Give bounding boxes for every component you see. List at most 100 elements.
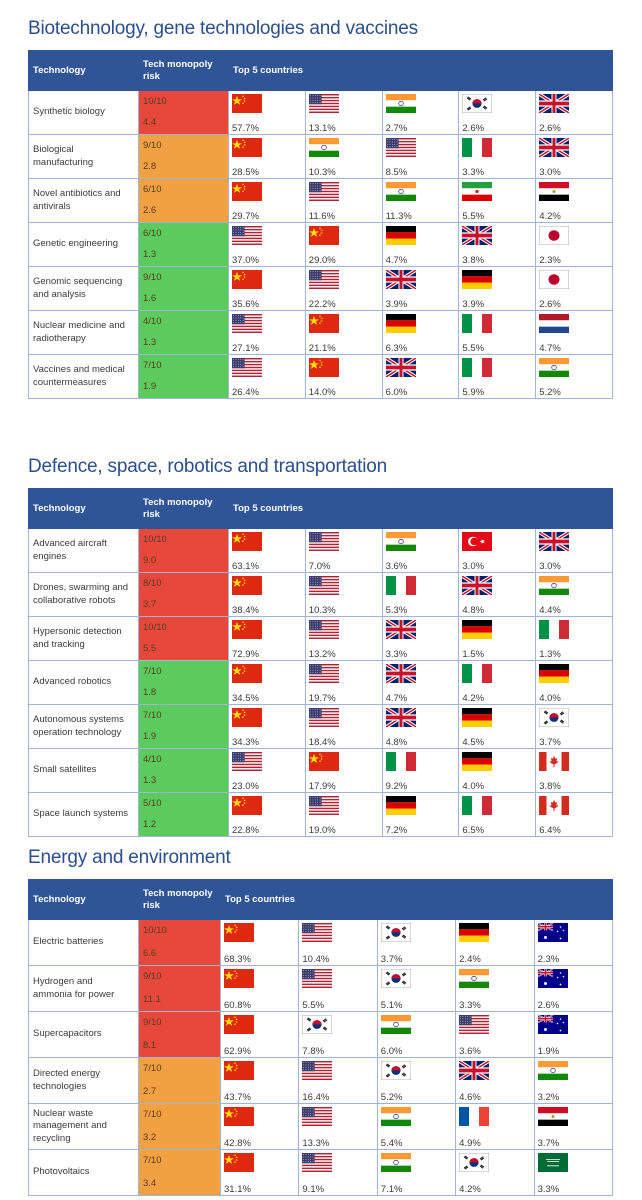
country-share: 10.3%	[308, 167, 336, 178]
country-share: 5.1%	[380, 1000, 403, 1011]
country-cell: 3.9%	[458, 266, 537, 311]
country-cell: 18.4%	[304, 704, 383, 749]
country-cell: 4.5%	[458, 704, 537, 749]
country-cell: 9.1%	[298, 1149, 378, 1196]
risk-value: 2.7	[143, 1086, 157, 1097]
country-share: 3.7%	[539, 737, 561, 748]
china-flag-icon	[232, 532, 262, 551]
italy-flag-icon	[462, 358, 493, 377]
country-share: 19.7%	[308, 693, 336, 704]
country-share: 3.7%	[380, 954, 403, 965]
india-flag-icon	[380, 1107, 411, 1126]
monopoly-risk-cell: 10/10 9.0	[138, 528, 229, 573]
country-share: 13.2%	[308, 649, 336, 660]
monopoly-risk-cell: 7/10 2.7	[138, 1057, 221, 1104]
country-cell: 3.2%	[533, 1057, 614, 1104]
country-share: 1.9%	[537, 1046, 560, 1057]
table-row: Drones, swarming and collaborative robot…	[28, 572, 613, 617]
country-share: 5.2%	[380, 1092, 403, 1103]
country-cell: 29.0%	[304, 222, 383, 267]
country-cell: 43.7%	[219, 1057, 300, 1104]
usa-flag-icon	[308, 664, 339, 683]
usa-flag-icon	[308, 708, 339, 727]
country-cell: 3.6%	[381, 528, 460, 573]
china-flag-icon	[232, 620, 262, 639]
country-share: 23.0%	[232, 781, 259, 792]
india-flag-icon	[308, 138, 339, 157]
country-share: 4.8%	[385, 737, 408, 748]
china-flag-icon	[232, 138, 262, 157]
country-cell: 3.3%	[533, 1149, 614, 1196]
country-cell: 10.3%	[304, 572, 383, 617]
country-share: 35.6%	[232, 299, 259, 310]
country-cell: 4.2%	[455, 1149, 535, 1196]
risk-score: 4/10	[143, 316, 162, 327]
south-korea-flag-icon	[380, 923, 411, 942]
country-cell: 72.9%	[228, 616, 306, 661]
country-cell: 1.5%	[458, 616, 537, 661]
monopoly-risk-cell: 6/10 1.3	[138, 222, 229, 267]
country-cell: 3.0%	[458, 528, 537, 573]
risk-value: 1.9	[143, 381, 157, 392]
monopoly-risk-cell: 8/10 3.7	[138, 572, 229, 617]
country-cell: 28.5%	[228, 134, 306, 179]
country-share: 37.0%	[232, 255, 259, 266]
country-cell: 3.7%	[535, 704, 613, 749]
country-cell: 3.9%	[381, 266, 460, 311]
country-cell: 68.3%	[219, 919, 300, 966]
china-flag-icon	[232, 182, 262, 201]
south-korea-flag-icon	[380, 1061, 411, 1080]
country-share: 6.3%	[385, 343, 408, 354]
country-share: 31.1%	[224, 1184, 251, 1195]
country-share: 38.4%	[232, 605, 259, 616]
country-share: 5.5%	[462, 343, 485, 354]
japan-flag-icon	[539, 226, 570, 245]
china-flag-icon	[232, 708, 262, 727]
table-row: Advanced aircraft engines 10/10 9.0 63.1% 7.…	[28, 528, 613, 573]
china-flag-icon	[224, 923, 254, 942]
country-cell: 4.8%	[458, 572, 537, 617]
usa-flag-icon	[232, 358, 262, 377]
country-cell: 3.7%	[376, 919, 457, 966]
china-flag-icon	[232, 576, 262, 595]
table-row: Hypersonic detection and tracking 10/10 5.…	[28, 616, 613, 661]
usa-flag-icon	[308, 576, 339, 595]
country-share: 34.3%	[232, 737, 259, 748]
risk-value: 1.9	[143, 731, 157, 742]
country-cell: 3.0%	[535, 134, 613, 179]
country-cell: 13.2%	[304, 616, 383, 661]
germany-flag-icon	[462, 270, 493, 289]
usa-flag-icon	[232, 226, 262, 245]
monopoly-risk-cell: 7/10 1.8	[138, 660, 229, 705]
country-share: 1.3%	[539, 649, 561, 660]
header-top-5-countries: Top 5 countries	[228, 488, 613, 529]
risk-value: 6.6	[143, 948, 157, 959]
country-share: 4.8%	[462, 605, 485, 616]
technology-table: Technology Tech monopoly risk Top 5 countr…	[28, 879, 614, 1196]
risk-score: 7/10	[143, 1155, 162, 1166]
country-share: 5.4%	[380, 1138, 403, 1149]
country-share: 3.2%	[537, 1092, 560, 1103]
table-row: Nuclear waste management and recycling 7/…	[28, 1103, 614, 1150]
country-cell: 5.3%	[381, 572, 460, 617]
country-cell: 11.6%	[304, 178, 383, 223]
risk-score: 7/10	[143, 1063, 162, 1074]
country-share: 4.0%	[462, 781, 485, 792]
country-share: 43.7%	[224, 1092, 251, 1103]
country-share: 13.3%	[302, 1138, 330, 1149]
country-share: 42.8%	[224, 1138, 251, 1149]
italy-flag-icon	[462, 138, 493, 157]
germany-flag-icon	[462, 620, 493, 639]
usa-flag-icon	[308, 182, 339, 201]
risk-score: 9/10	[143, 1017, 162, 1028]
country-share: 4.2%	[462, 693, 485, 704]
technology-name: Advanced aircraft engines	[28, 528, 139, 573]
country-cell: 13.1%	[304, 90, 383, 135]
country-cell: 2.7%	[381, 90, 460, 135]
country-share: 4.5%	[462, 737, 485, 748]
italy-flag-icon	[385, 752, 416, 771]
china-flag-icon	[224, 1153, 254, 1172]
table-row: Biological manufacturing 9/10 2.8 28.5% 10.3…	[28, 134, 613, 179]
country-share: 13.1%	[308, 123, 336, 134]
country-cell: 60.8%	[219, 965, 300, 1012]
